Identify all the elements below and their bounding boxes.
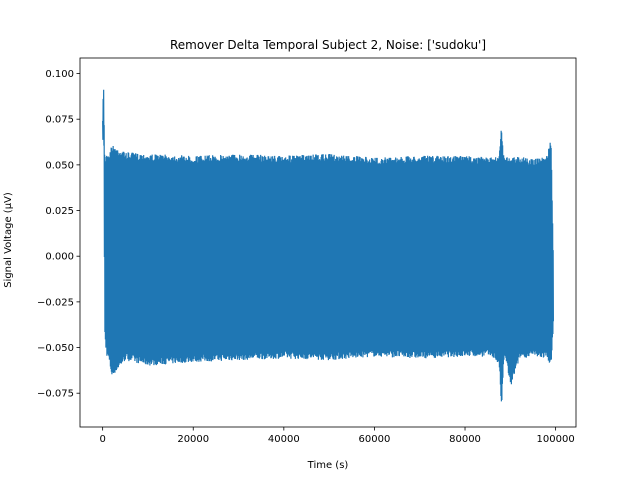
series-line bbox=[102, 89, 554, 402]
y-axis-title: Signal Voltage (µV) bbox=[3, 192, 14, 288]
x-tick-label: 40000 bbox=[268, 434, 300, 445]
y-tick-label: 0.050 bbox=[45, 160, 74, 171]
plot-area bbox=[79, 57, 577, 428]
y-tick-label: 0.075 bbox=[45, 115, 74, 126]
y-tick-label: 0.025 bbox=[45, 206, 74, 217]
plot-frame bbox=[79, 57, 577, 428]
y-axis: −0.075 −0.050 −0.025 0.000 0.025 0.050 0.075 0.… bbox=[37, 69, 80, 400]
y-tick-label: 0.000 bbox=[45, 252, 74, 263]
y-tick-label: 0.100 bbox=[45, 69, 74, 80]
x-tick-label: 60000 bbox=[359, 434, 391, 445]
y-tick-label: −0.075 bbox=[37, 389, 74, 400]
x-tick-label: 100000 bbox=[537, 434, 575, 445]
x-axis: 0 20000 40000 60000 80000 100000 bbox=[99, 427, 575, 445]
x-axis-title: Time (s) bbox=[307, 460, 349, 471]
x-tick-label: 80000 bbox=[449, 434, 481, 445]
x-tick-label: 0 bbox=[99, 434, 105, 445]
x-tick-label: 20000 bbox=[177, 434, 209, 445]
y-tick-label: −0.050 bbox=[37, 343, 74, 354]
chart-title: Remover Delta Temporal Subject 2, Noise:… bbox=[170, 38, 486, 52]
y-tick-label: −0.025 bbox=[37, 297, 74, 308]
